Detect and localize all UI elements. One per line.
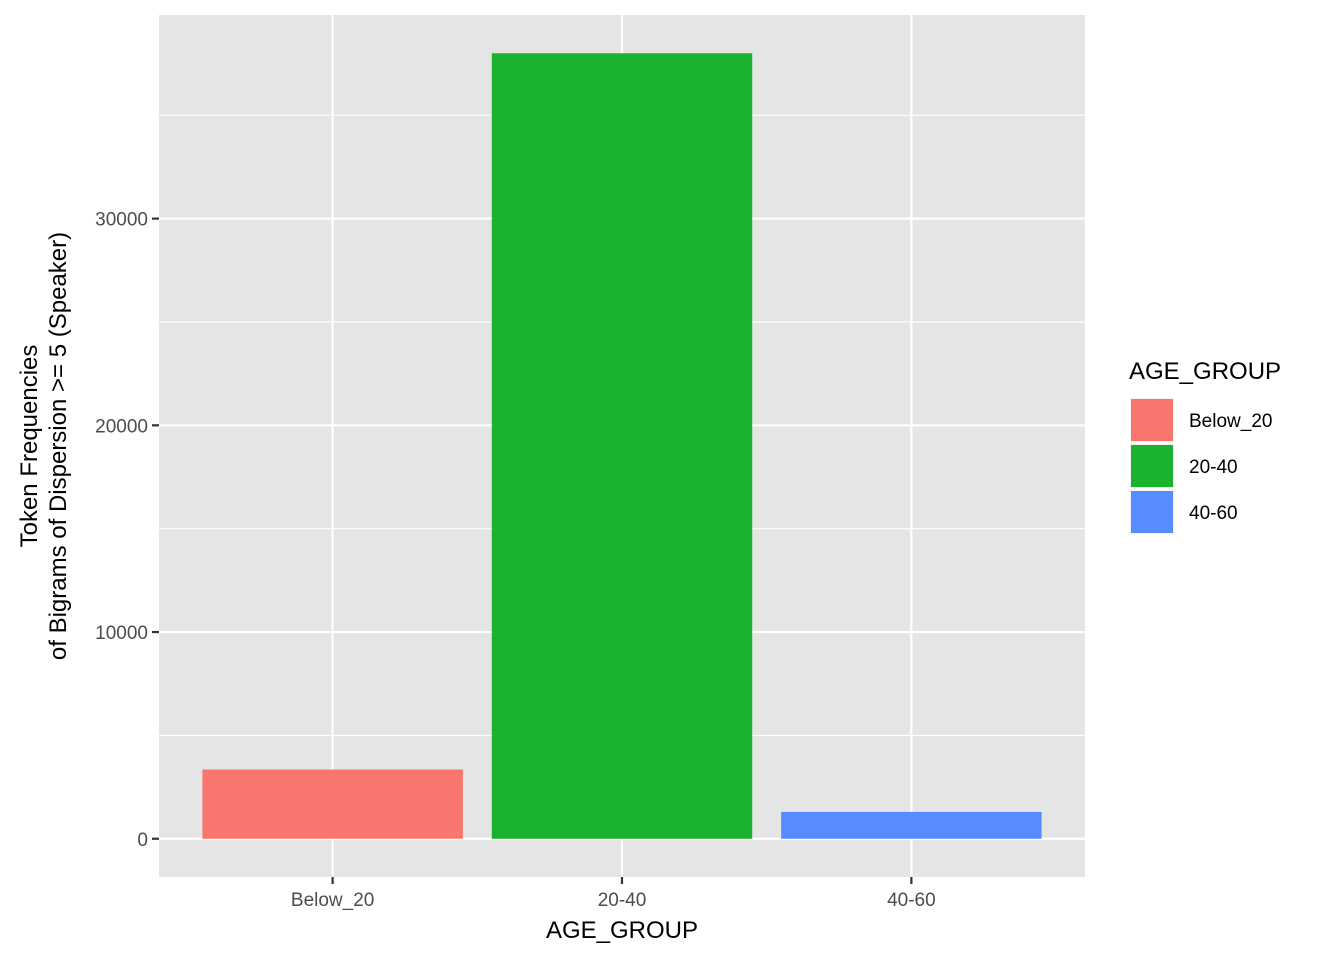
legend-label-2: 40-60 bbox=[1189, 503, 1238, 524]
y-axis-title: Token Frequencies of Bigrams of Dispersi… bbox=[16, 232, 72, 660]
x-tick-label-0: Below_20 bbox=[291, 890, 374, 911]
bar-20-40 bbox=[491, 53, 753, 839]
y-tick-label-0: 0 bbox=[137, 830, 148, 851]
y-axis: 0 10000 20000 30000 bbox=[95, 210, 159, 851]
legend-key-20-40 bbox=[1131, 445, 1173, 487]
bars bbox=[202, 53, 1042, 839]
x-tick-label-2: 40-60 bbox=[887, 890, 936, 911]
legend: AGE_GROUP Below_20 20-40 40-60 bbox=[1129, 358, 1281, 534]
y-axis-title-line-2: of Bigrams of Dispersion >= 5 (Speaker) bbox=[45, 232, 72, 660]
legend-key-40-60 bbox=[1131, 491, 1173, 533]
y-tick-label-1: 10000 bbox=[95, 623, 148, 644]
legend-label-0: Below_20 bbox=[1189, 411, 1272, 432]
y-axis-title-line-1: Token Frequencies bbox=[16, 345, 43, 548]
x-tick-label-1: 20-40 bbox=[598, 890, 647, 911]
y-tick-label-2: 20000 bbox=[95, 416, 148, 437]
legend-label-1: 20-40 bbox=[1189, 457, 1238, 478]
bar-Below_20 bbox=[202, 769, 463, 839]
x-axis: Below_20 20-40 40-60 bbox=[291, 877, 936, 911]
legend-key-Below_20 bbox=[1131, 399, 1173, 441]
x-axis-title: AGE_GROUP bbox=[546, 917, 698, 944]
y-tick-label-3: 30000 bbox=[95, 210, 148, 231]
legend-title: AGE_GROUP bbox=[1129, 358, 1281, 385]
bar-40-60 bbox=[781, 811, 1042, 839]
